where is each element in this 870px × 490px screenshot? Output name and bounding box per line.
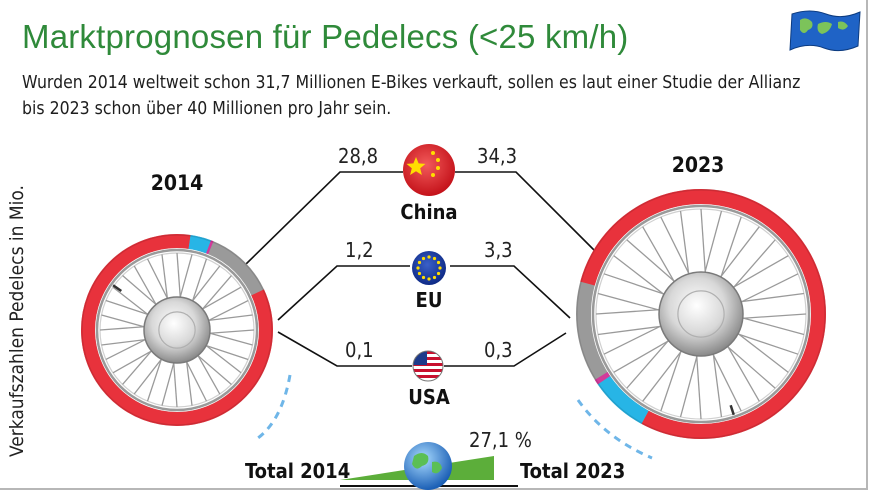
value-label-eu-2014: 1,2 xyxy=(345,238,374,262)
wheel-2023 xyxy=(576,189,826,439)
segment-usa-2023 xyxy=(594,371,611,385)
segment-china-2023 xyxy=(580,189,826,439)
value-label-eu-2023: 3,3 xyxy=(484,238,513,262)
motion-arc-2014 xyxy=(257,374,292,440)
eu-star xyxy=(438,266,442,270)
eu-star xyxy=(417,260,422,265)
eu-star xyxy=(436,271,441,276)
china-flag-icon xyxy=(403,144,455,196)
wheel-2014-tread-edge xyxy=(81,234,273,426)
eu-flag-icon xyxy=(412,251,446,285)
wheel-2014-hub-ring xyxy=(158,311,196,349)
wheel-2014-valve xyxy=(112,284,123,293)
wheel-2023-hub xyxy=(658,271,744,357)
growth-percent-label: 27,1 % xyxy=(469,428,532,452)
eu-star xyxy=(421,275,426,280)
value-label-china-2023: 34,3 xyxy=(477,144,517,168)
total-2023-label: Total 2023 xyxy=(520,459,625,483)
connector-china-2014 xyxy=(244,171,403,266)
eu-star xyxy=(427,277,431,281)
eu-star xyxy=(421,256,426,261)
eu-star xyxy=(416,266,420,270)
globe-icon xyxy=(404,442,452,490)
eu-star xyxy=(432,275,437,280)
wheel-2023-tread-edge xyxy=(576,189,826,439)
eu-star xyxy=(432,256,437,261)
connector-eu-2023 xyxy=(450,265,571,319)
year-label-2014: 2014 xyxy=(151,171,204,195)
world-map-flag-icon xyxy=(789,10,861,52)
connector-usa-2014 xyxy=(277,331,412,367)
wheel-2023-valve xyxy=(729,404,735,416)
year-label-2023: 2023 xyxy=(672,153,725,177)
region-label-eu: EU xyxy=(416,288,443,312)
region-label-usa: USA xyxy=(408,385,450,409)
chart-subtitle: Wurden 2014 weltweit schon 31,7 Millione… xyxy=(22,70,822,122)
segment-eu-2014 xyxy=(188,234,212,254)
region-label-china: China xyxy=(400,200,457,224)
value-label-usa-2014: 0,1 xyxy=(345,338,374,362)
subtitle-line-2: bis 2023 schon über 40 Millionen pro Jah… xyxy=(22,99,392,119)
eu-star xyxy=(417,271,422,276)
usa-flag-icon xyxy=(412,350,444,382)
value-label-usa-2023: 0,3 xyxy=(484,338,513,362)
connector-china-2023 xyxy=(455,171,595,251)
connector-usa-2023 xyxy=(444,332,567,367)
wheel-2014 xyxy=(81,234,273,426)
total-2014-label: Total 2014 xyxy=(245,459,350,483)
chart-title: Marktprognosen für Pedelecs (<25 km/h) xyxy=(22,18,629,55)
segment-china-2014 xyxy=(81,234,273,426)
eu-star xyxy=(427,255,431,259)
eu-star xyxy=(436,260,441,265)
value-label-china-2014: 28,8 xyxy=(338,144,378,168)
segment-eu-2023 xyxy=(597,375,649,424)
wheel-2023-hub-ring xyxy=(677,290,725,338)
segment-usa-2014 xyxy=(206,240,214,255)
subtitle-line-1: Wurden 2014 weltweit schon 31,7 Millione… xyxy=(22,73,801,93)
wheel-2014-hub xyxy=(143,296,211,364)
connector-eu-2014 xyxy=(277,265,410,321)
